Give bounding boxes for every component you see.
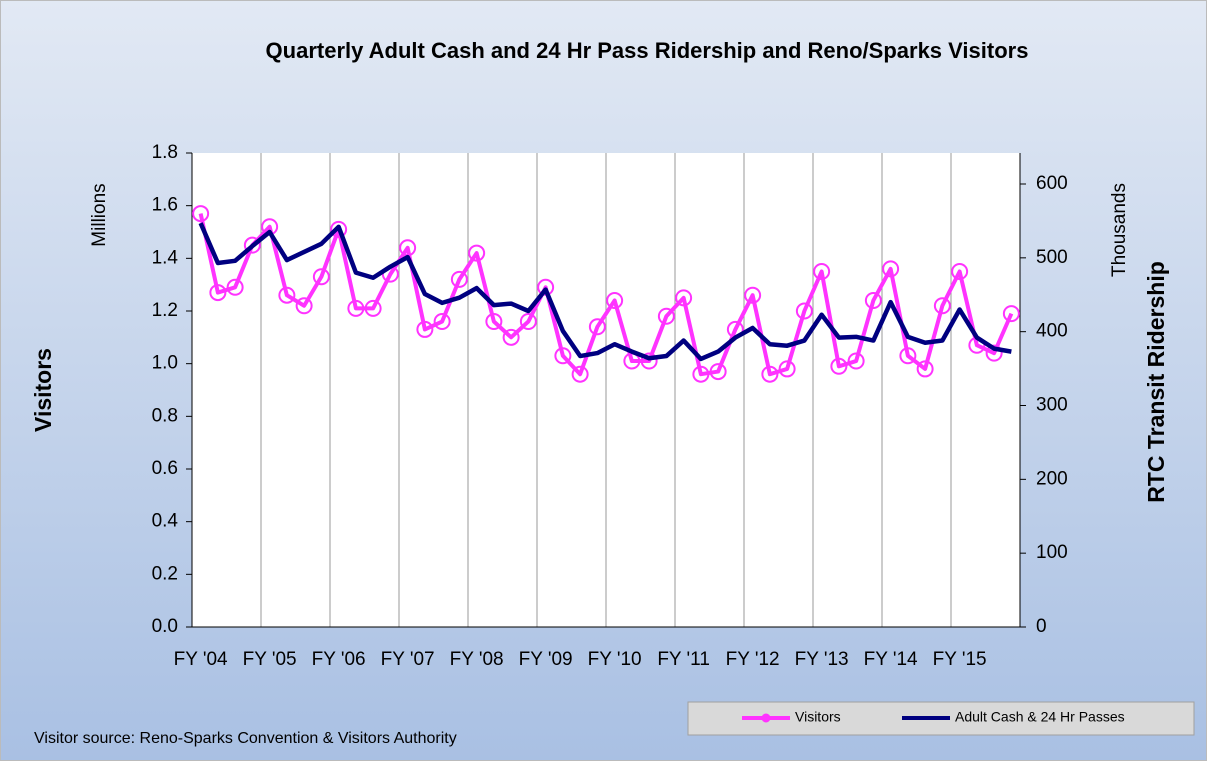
y-tick-label: 1.8 xyxy=(152,142,178,163)
y2-tick-label: 400 xyxy=(1036,321,1068,342)
point-marker xyxy=(675,289,693,307)
point-marker xyxy=(916,360,934,378)
y-tick-label: 0.6 xyxy=(152,458,178,479)
x-tick-label: FY '05 xyxy=(243,649,297,670)
point-marker xyxy=(813,263,831,280)
point-marker xyxy=(588,318,606,336)
chart-title: Quarterly Adult Cash and 24 Hr Pass Ride… xyxy=(265,38,1029,63)
y2-tick-label: 600 xyxy=(1036,173,1068,194)
legend-label: Visitors xyxy=(795,709,841,725)
point-marker xyxy=(1002,305,1020,323)
y2-tick-label: 500 xyxy=(1036,247,1068,268)
point-marker xyxy=(209,284,227,302)
point-marker xyxy=(295,297,313,315)
point-marker xyxy=(951,263,969,280)
y2-tick-label: 100 xyxy=(1036,542,1068,563)
point-marker xyxy=(864,291,882,309)
point-marker xyxy=(933,297,951,315)
point-marker xyxy=(554,347,572,365)
point-marker xyxy=(226,278,244,296)
point-marker xyxy=(640,352,658,370)
y-tick-label: 0.0 xyxy=(152,616,178,637)
point-marker xyxy=(778,360,796,378)
x-tick-label: FY '10 xyxy=(588,649,642,670)
point-marker xyxy=(312,268,330,286)
x-tick-label: FY '13 xyxy=(795,649,849,670)
point-marker xyxy=(433,313,451,331)
point-marker xyxy=(519,313,537,331)
series-line xyxy=(198,222,1012,362)
y-tick-label: 0.4 xyxy=(152,511,179,532)
x-tick-label: FY '14 xyxy=(864,649,918,670)
point-marker xyxy=(795,302,813,320)
y2-tick-label: 200 xyxy=(1036,468,1068,489)
y-axis-title: Visitors xyxy=(30,348,56,432)
y-tick-label: 0.8 xyxy=(152,405,178,426)
point-marker xyxy=(502,328,520,346)
x-tick-label: FY '12 xyxy=(726,649,780,670)
point-marker xyxy=(847,352,865,370)
y2-axis-title: RTC Transit Ridership xyxy=(1143,261,1169,503)
point-marker xyxy=(468,244,486,262)
y-tick-label: 1.0 xyxy=(152,353,178,374)
point-marker xyxy=(761,365,779,383)
x-tick-label: FY '07 xyxy=(381,649,435,670)
point-marker xyxy=(450,270,468,288)
point-marker xyxy=(744,286,762,304)
x-tick-label: FY '04 xyxy=(174,649,228,670)
x-tick-label: FY '06 xyxy=(312,649,366,670)
point-marker xyxy=(985,344,1003,362)
point-marker xyxy=(364,299,382,317)
y2-tick-label: 0 xyxy=(1036,616,1047,637)
y2-tick-label: 300 xyxy=(1036,395,1068,416)
point-marker xyxy=(899,347,917,365)
point-marker xyxy=(278,286,296,304)
point-marker xyxy=(330,220,348,238)
y2-unit: Thousands xyxy=(1109,183,1130,277)
point-marker xyxy=(192,205,210,223)
y-unit: Millions xyxy=(89,183,110,246)
y-tick-label: 0.2 xyxy=(152,563,178,584)
point-marker xyxy=(709,363,727,381)
x-tick-label: FY '08 xyxy=(450,649,504,670)
point-marker xyxy=(571,365,589,383)
point-marker xyxy=(416,320,434,338)
legend-marker xyxy=(761,713,771,723)
point-marker xyxy=(882,260,900,278)
x-tick-label: FY '15 xyxy=(933,649,987,670)
y-tick-label: 1.4 xyxy=(152,247,179,268)
y-tick-label: 1.6 xyxy=(152,195,178,216)
x-tick-label: FY '09 xyxy=(519,649,573,670)
point-marker xyxy=(692,365,710,383)
point-marker xyxy=(485,313,503,331)
point-marker xyxy=(243,236,261,254)
point-marker xyxy=(830,357,848,375)
point-marker xyxy=(347,299,365,317)
point-marker xyxy=(606,291,624,309)
x-tick-label: FY '11 xyxy=(657,649,710,670)
source-note: Visitor source: Reno-Sparks Convention &… xyxy=(34,730,457,747)
y-tick-label: 1.2 xyxy=(152,300,178,321)
point-marker xyxy=(657,307,675,325)
legend-label: Adult Cash & 24 Hr Passes xyxy=(955,709,1125,725)
